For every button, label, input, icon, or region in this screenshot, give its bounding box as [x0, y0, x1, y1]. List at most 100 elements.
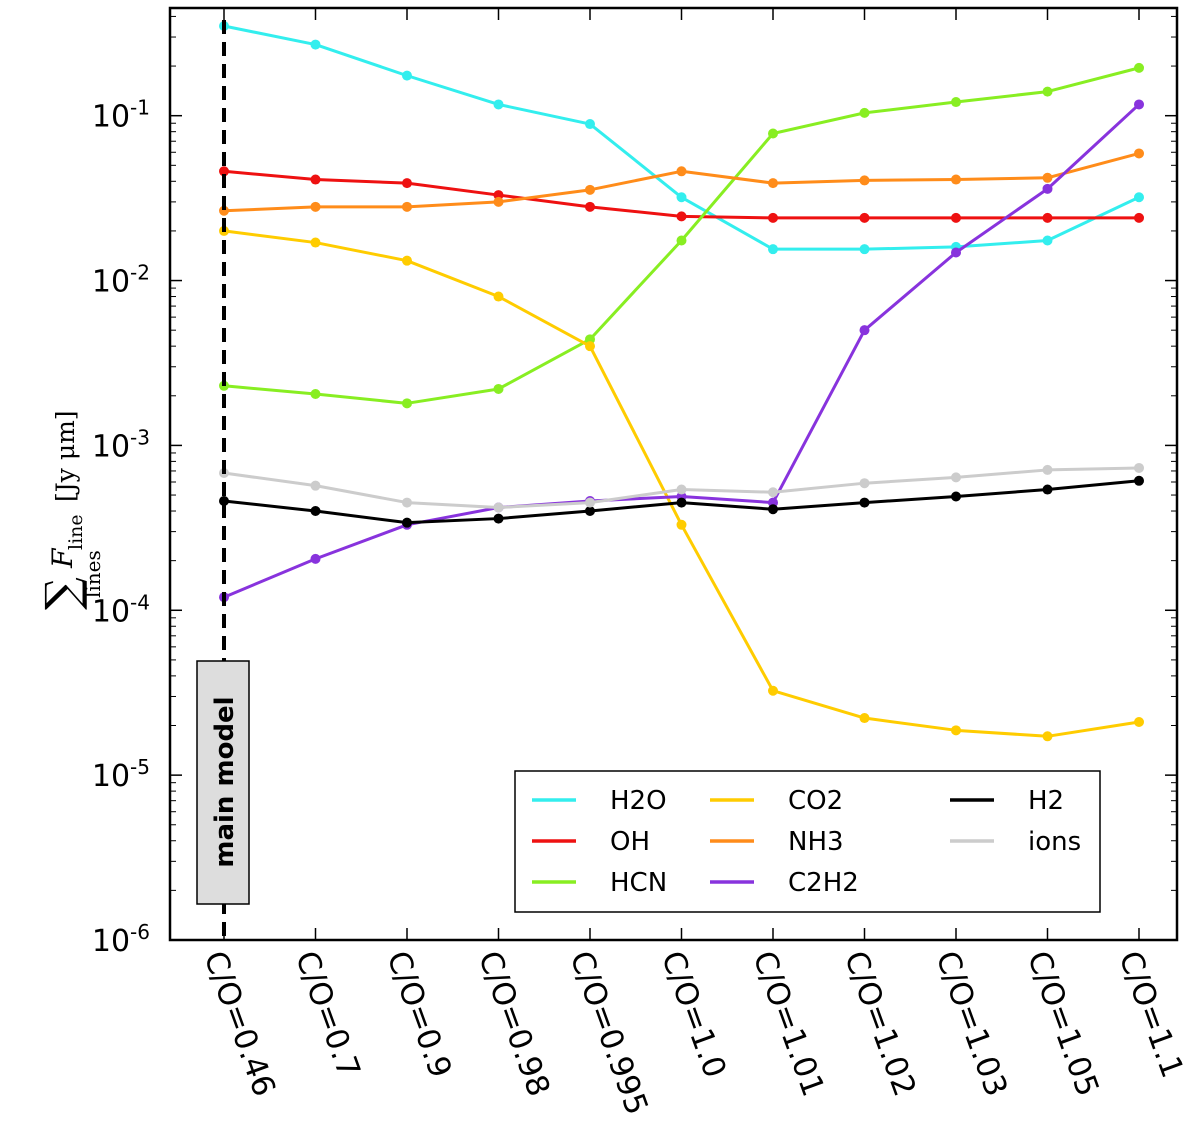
data-point [219, 205, 229, 216]
data-point [219, 166, 229, 177]
data-point [859, 244, 870, 255]
data-point [768, 178, 778, 189]
x-tick-label: C/O=0.98 [471, 946, 557, 1101]
data-point [402, 497, 412, 508]
data-point [768, 212, 778, 223]
data-point [1134, 62, 1144, 73]
legend-label: ions [1028, 827, 1081, 857]
data-point [493, 383, 504, 394]
data-point [1134, 148, 1144, 159]
x-tick-label: C/O=1.1 [1111, 946, 1190, 1082]
data-point [768, 128, 778, 139]
data-point [1134, 212, 1144, 223]
x-tick-label: C/O=0.995 [562, 946, 654, 1119]
legend-item-co2: CO2 [710, 786, 843, 816]
data-point [310, 174, 321, 185]
x-tick-label: C/O=1.03 [928, 946, 1014, 1101]
series-ions [219, 462, 1144, 513]
data-point [493, 291, 504, 302]
data-point [951, 247, 961, 258]
data-point [310, 237, 321, 248]
series-co2 [219, 225, 1144, 742]
legend-box [514, 770, 1101, 913]
data-point [676, 211, 687, 222]
data-point [1134, 475, 1144, 486]
series-oh [219, 166, 1144, 223]
data-point [951, 472, 961, 483]
data-point [402, 201, 412, 212]
data-point [1134, 99, 1144, 110]
legend: H2O OH HCN CO2 NH3 C2H2 H2 ions [514, 770, 1101, 913]
data-point [585, 184, 595, 195]
data-point [1042, 86, 1053, 97]
data-point [1042, 212, 1053, 223]
x-tick-label: C/O=1.05 [1020, 946, 1106, 1101]
series-layer [219, 20, 1144, 742]
x-tick-label: C/O=0.7 [288, 946, 367, 1082]
legend-item-c2h2: C2H2 [710, 868, 859, 898]
y-tick-label: 10-2 [92, 261, 150, 300]
legend-item-nh3: NH3 [710, 827, 844, 857]
data-point [676, 192, 687, 203]
data-point [1042, 464, 1053, 475]
y-tick-label: 10-5 [92, 755, 150, 794]
y-tick-label: 10-1 [92, 96, 150, 135]
data-point [310, 39, 321, 50]
data-point [219, 496, 229, 507]
data-point [768, 487, 778, 498]
data-point [310, 480, 321, 491]
data-point [585, 506, 595, 517]
y-tick-label: 10-3 [92, 425, 150, 464]
data-point [493, 196, 504, 207]
data-point [1134, 192, 1144, 203]
legend-label: OH [610, 827, 650, 857]
data-point [402, 517, 412, 528]
data-point [859, 497, 870, 508]
data-point [859, 713, 870, 724]
data-point [402, 398, 412, 409]
legend-label: H2O [610, 786, 667, 816]
x-tick-label: C/O=0.9 [379, 946, 458, 1082]
legend-item-h2o: H2O [532, 786, 667, 816]
data-point [951, 174, 961, 185]
y-tick-label: 10-6 [92, 920, 150, 959]
y-label-sum: ∑ [35, 577, 89, 610]
data-point [676, 519, 687, 530]
data-point [859, 212, 870, 223]
data-point [585, 341, 595, 352]
data-point [768, 244, 778, 255]
data-point [1042, 731, 1053, 742]
legend-label: H2 [1028, 786, 1064, 816]
data-point [402, 178, 412, 189]
data-point [1042, 235, 1053, 246]
series-nh3 [219, 148, 1144, 216]
legend-item-ions: ions [950, 827, 1081, 857]
data-point [402, 255, 412, 266]
data-point [859, 107, 870, 118]
y-label-flux: F [46, 547, 79, 569]
series-hcn [219, 62, 1144, 409]
data-point [676, 166, 687, 177]
legend-label: CO2 [788, 786, 843, 816]
series-h2 [219, 475, 1144, 528]
data-point [951, 725, 961, 736]
legend-item-oh: OH [532, 827, 650, 857]
data-point [310, 389, 321, 400]
y-label-units: [Jy μm] [51, 410, 80, 502]
y-axis-label: ∑ lines F line [Jy μm] [35, 410, 105, 610]
legend-item-hcn: HCN [532, 868, 667, 898]
data-point [768, 504, 778, 515]
data-point [676, 484, 687, 495]
data-point [585, 119, 595, 130]
data-point [1134, 717, 1144, 728]
legend-label: NH3 [788, 827, 844, 857]
data-point [951, 491, 961, 502]
data-point [768, 685, 778, 696]
data-point [402, 70, 412, 81]
main-model-box [196, 660, 250, 905]
data-point [493, 502, 504, 513]
main-model-label: main model [210, 696, 240, 867]
data-point [493, 99, 504, 110]
data-point [310, 506, 321, 517]
